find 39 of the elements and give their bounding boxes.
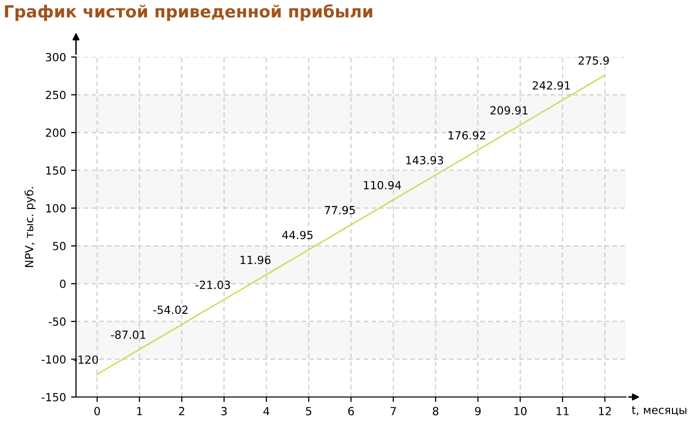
data-label: 143.93	[406, 156, 444, 164]
data-label: 209.91	[490, 106, 528, 115]
x-tick-label: 1	[137, 407, 142, 416]
data-label: 44.95	[282, 230, 313, 240]
data-label: 275.9	[578, 56, 609, 65]
y-axis-title: NPV, тыс. руб.	[24, 187, 36, 267]
data-label: -54.02	[153, 306, 188, 314]
x-tick-label: 0	[94, 406, 100, 416]
x-tick-label: 2	[179, 406, 184, 416]
line-series	[96, 74, 606, 376]
x-tick-label: 3	[221, 406, 227, 416]
data-label: -87.01	[110, 330, 146, 339]
data-label: 110.94	[364, 180, 402, 190]
x-axis-title: t, месяцы	[632, 406, 686, 416]
y-tick-label: -100	[42, 355, 66, 364]
data-label: 77.95	[324, 206, 355, 214]
y-tick-label: 150	[46, 166, 66, 175]
y-tick-label: 50	[52, 242, 66, 250]
x-tick-label: 6	[348, 406, 354, 416]
y-tick-label: 100	[46, 204, 66, 212]
y-tick-label: -50	[48, 317, 66, 326]
y-tick-label: -150	[42, 392, 66, 402]
y-tick-label: 200	[46, 128, 66, 137]
data-label: -21.03	[196, 280, 230, 290]
y-tick-label: 250	[46, 90, 66, 100]
data-label: 242.91	[532, 81, 570, 90]
data-label: 11.96	[240, 256, 270, 264]
x-tick-label: 10	[514, 406, 527, 416]
x-tick-label: 5	[306, 407, 312, 416]
y-tick-label: 300	[46, 52, 66, 62]
x-tick-label: 11	[556, 407, 569, 416]
x-tick-label: 7	[390, 407, 396, 416]
chart-title: График чистой приведенной прибыли	[5, 4, 372, 21]
x-tick-label: 9	[475, 406, 481, 416]
x-tick-label: 8	[432, 406, 438, 416]
x-tick-label: 12	[598, 406, 611, 416]
y-tick-label: 0	[60, 280, 66, 288]
data-label: 176.92	[448, 131, 486, 140]
x-tick-label: 4	[263, 407, 270, 416]
